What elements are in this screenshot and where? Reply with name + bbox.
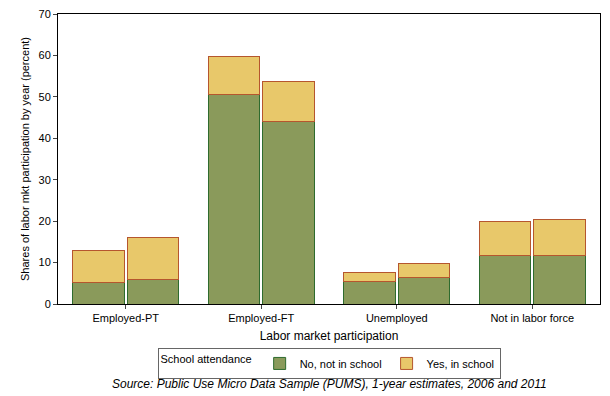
svg-text:20: 20 [39, 215, 51, 227]
svg-text:70: 70 [39, 8, 51, 20]
svg-text:School attendance: School attendance [161, 353, 252, 365]
svg-text:Shares of labor mkt participat: Shares of labor mkt participation by yea… [19, 37, 31, 281]
svg-text:0: 0 [45, 298, 51, 310]
svg-text:60: 60 [39, 49, 51, 61]
svg-text:Labor market participation: Labor market participation [260, 329, 399, 343]
svg-text:Employed-FT: Employed-FT [228, 312, 294, 324]
svg-text:30: 30 [39, 174, 51, 186]
svg-text:Employed-PT: Employed-PT [92, 312, 159, 324]
svg-text:Not in labor force: Not in labor force [490, 312, 574, 324]
svg-text:No, not in school: No, not in school [300, 358, 382, 370]
svg-text:40: 40 [39, 132, 51, 144]
svg-text:Yes, in school: Yes, in school [427, 358, 494, 370]
svg-text:50: 50 [39, 91, 51, 103]
svg-text:Unemployed: Unemployed [366, 312, 428, 324]
svg-text:Source: Public Use Micro Data: Source: Public Use Micro Data Sample (PU… [112, 377, 547, 391]
svg-text:10: 10 [39, 256, 51, 268]
